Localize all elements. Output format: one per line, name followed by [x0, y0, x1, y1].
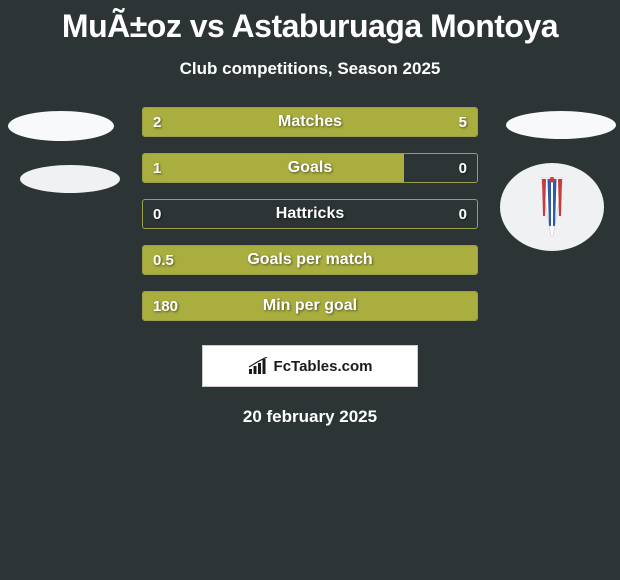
stat-value-right: 5	[459, 114, 467, 131]
content-area: 2 Matches 5 1 Goals 0 0 Hattricks 0 0.5 Goals per …	[0, 107, 620, 427]
stat-label: Hattricks	[276, 205, 344, 223]
stat-value-left: 0.5	[153, 252, 174, 269]
player-right-club-badge	[500, 163, 604, 251]
branding-box[interactable]: FcTables.com	[202, 345, 418, 387]
player-left-avatar-top	[8, 111, 114, 141]
stat-label: Matches	[278, 113, 342, 131]
stat-text-layer: 1 Goals 0	[143, 154, 477, 182]
player-left-avatar-bottom	[20, 165, 120, 193]
branding-text: FcTables.com	[274, 358, 373, 375]
stat-row: 1 Goals 0	[142, 153, 478, 183]
stat-value-left: 0	[153, 206, 161, 223]
stat-row: 2 Matches 5	[142, 107, 478, 137]
stat-value-right: 0	[459, 206, 467, 223]
player-right-avatar-top	[506, 111, 616, 139]
stat-value-left: 2	[153, 114, 161, 131]
stat-row: 180 Min per goal	[142, 291, 478, 321]
stat-text-layer: 2 Matches 5	[143, 108, 477, 136]
comparison-container: MuÃ±oz vs Astaburuaga Montoya Club compe…	[0, 0, 620, 427]
footer-date: 20 february 2025	[0, 407, 620, 427]
branding-chart-icon	[248, 357, 270, 375]
stat-value-right: 0	[459, 160, 467, 177]
stat-text-layer: 180 Min per goal	[143, 292, 477, 320]
stat-row: 0 Hattricks 0	[142, 199, 478, 229]
stat-value-left: 1	[153, 160, 161, 177]
club-badge-icon	[539, 176, 565, 238]
stat-label: Min per goal	[263, 297, 357, 315]
page-title: MuÃ±oz vs Astaburuaga Montoya	[0, 8, 620, 45]
stat-row: 0.5 Goals per match	[142, 245, 478, 275]
stat-text-layer: 0.5 Goals per match	[143, 246, 477, 274]
stat-label: Goals per match	[247, 251, 372, 269]
stat-text-layer: 0 Hattricks 0	[143, 200, 477, 228]
stat-value-left: 180	[153, 298, 178, 315]
stats-rows: 2 Matches 5 1 Goals 0 0 Hattricks 0 0.5 Goals per …	[142, 107, 478, 321]
stat-label: Goals	[288, 159, 332, 177]
page-subtitle: Club competitions, Season 2025	[0, 59, 620, 79]
